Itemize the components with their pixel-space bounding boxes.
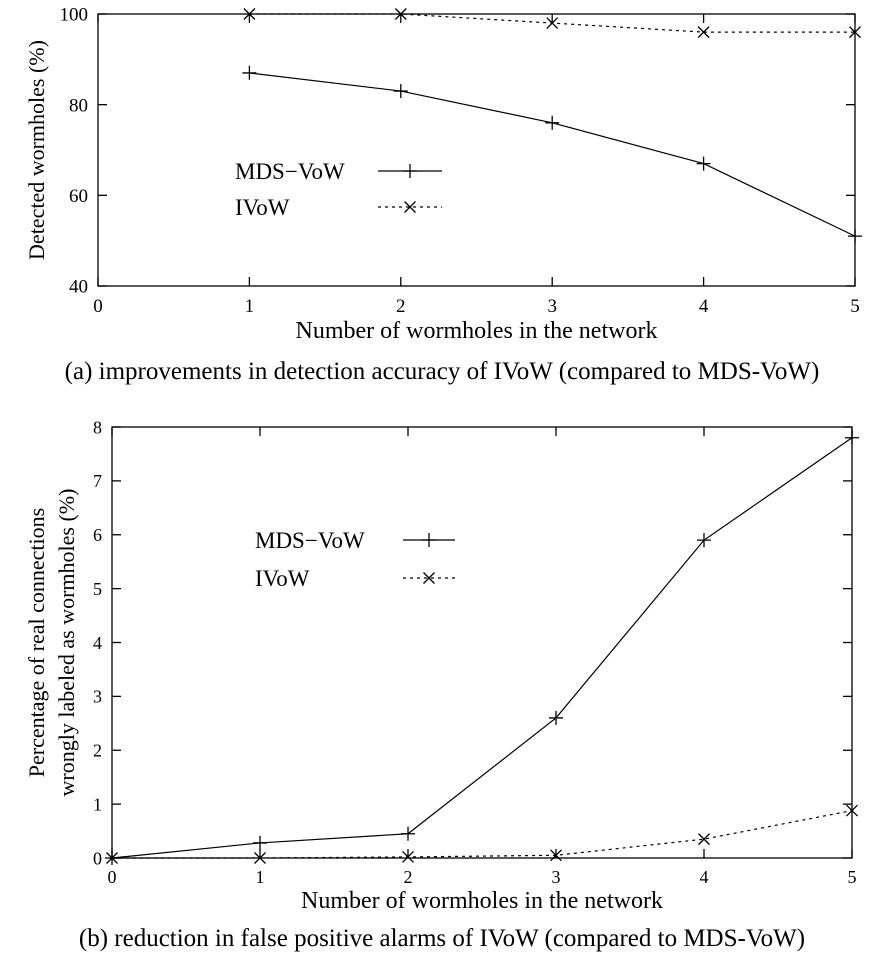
- data-point-ivow: [402, 850, 414, 863]
- y-tick-label: 100: [60, 5, 89, 26]
- y-tick-label: 60: [69, 186, 88, 207]
- data-point-mds-vow: [549, 710, 563, 725]
- x-tick-label: 1: [256, 867, 265, 887]
- x-tick-label: 0: [93, 296, 103, 317]
- data-point-mds-vow: [545, 115, 560, 130]
- data-point-mds-vow: [242, 65, 257, 80]
- y-tick-label: 8: [93, 417, 102, 437]
- legend-label: MDS−VoW: [255, 528, 365, 553]
- x-tick-label: 3: [552, 867, 561, 887]
- data-point-ivow: [550, 849, 562, 862]
- x-axis-label: Number of wormholes in the network: [296, 318, 658, 344]
- legend-marker: [423, 572, 435, 584]
- series-line-ivow: [112, 810, 853, 859]
- data-point-mds-vow: [393, 84, 408, 99]
- y-tick-label: 0: [93, 848, 102, 868]
- data-point-ivow: [849, 26, 861, 39]
- data-point-ivow: [254, 852, 266, 864]
- series-line-mds-vow: [249, 72, 856, 237]
- legend-label: IVoW: [255, 566, 310, 591]
- legend-label: MDS−VoW: [235, 159, 345, 184]
- x-tick-label: 2: [404, 867, 413, 887]
- legend-marker: [403, 164, 417, 178]
- figure-caption: (b) reduction in false positive alarms o…: [79, 925, 805, 952]
- figure-caption: (a) improvements in detection accuracy o…: [65, 358, 820, 385]
- data-point-mds-vow: [845, 430, 859, 445]
- y-tick-label: 2: [93, 741, 102, 761]
- y-axis-label-line: Percentage of real connections: [24, 508, 49, 777]
- data-point-ivow: [697, 26, 710, 39]
- data-point-mds-vow: [696, 156, 711, 171]
- series-line-mds-vow: [111, 437, 853, 859]
- y-tick-label: 1: [93, 794, 102, 814]
- y-tick-label: 3: [93, 687, 102, 707]
- chart-b: 0 1 2 3 4 5 0 1 2 3 4 5 6 7 8 Number of wormholes in th…: [24, 417, 859, 952]
- x-tick-label: 0: [108, 867, 117, 887]
- y-tick-label: 40: [69, 277, 88, 298]
- data-point-ivow: [243, 8, 256, 20]
- y-tick-label: 5: [93, 579, 102, 599]
- data-point-mds-vow: [848, 229, 862, 244]
- data-point-mds-vow: [697, 533, 711, 548]
- y-tick-label: 4: [93, 633, 102, 653]
- data-point-ivow: [106, 852, 118, 864]
- x-tick-label: 5: [850, 296, 860, 317]
- legend-label: IVoW: [235, 195, 290, 220]
- plot-frame: [97, 13, 856, 287]
- x-tick-label: 5: [848, 867, 857, 887]
- data-point-ivow: [394, 8, 407, 20]
- chart-a: 0 1 2 3 4 5 40 60 80 100 Number of wormholes in th…: [24, 5, 862, 385]
- legend-marker: [422, 533, 436, 547]
- data-point-mds-vow: [401, 826, 415, 841]
- x-tick-label: 4: [700, 867, 709, 887]
- y-tick-label: 6: [93, 525, 102, 545]
- data-point-mds-vow: [253, 835, 267, 850]
- x-tick-label: 1: [245, 296, 255, 317]
- x-tick-label: 3: [547, 296, 557, 317]
- data-point-ivow: [698, 833, 710, 846]
- x-tick-label: 2: [396, 296, 406, 317]
- y-tick-label: 80: [69, 95, 88, 116]
- y-tick-label: 7: [93, 471, 102, 491]
- data-point-ivow: [546, 17, 559, 30]
- y-axis-label-line: wrongly labeled as wormholes (%): [54, 489, 79, 797]
- x-tick-label: 4: [699, 296, 709, 317]
- x-axis-label: Number of wormholes in the network: [301, 888, 663, 914]
- y-axis-label: Detected wormholes (%): [24, 40, 49, 260]
- legend-marker: [404, 201, 416, 213]
- data-point-ivow: [846, 804, 858, 817]
- plot-frame: [111, 426, 853, 859]
